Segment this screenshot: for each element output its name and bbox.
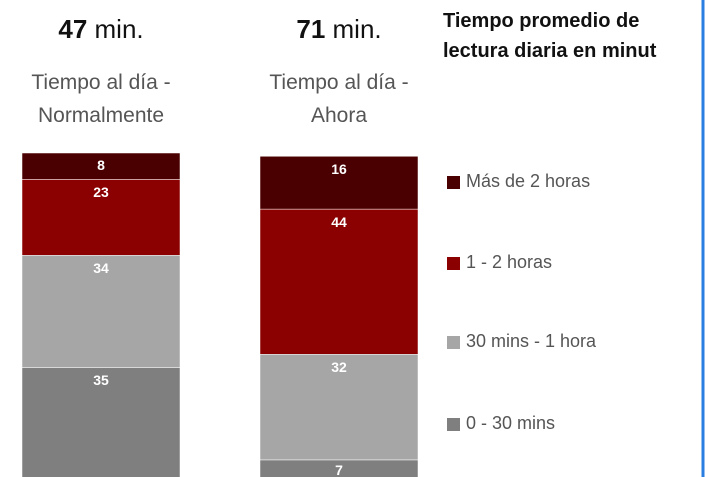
bar-segment <box>21 367 181 477</box>
total-unit: min. <box>332 14 382 44</box>
data-label: 7 <box>335 462 343 477</box>
legend-swatch <box>447 336 460 349</box>
legend-swatch <box>447 257 460 270</box>
bar-segment <box>259 354 419 461</box>
legend-label: 0 - 30 mins <box>466 413 556 433</box>
legend-swatch <box>447 418 460 431</box>
category-label: Tiempo al día - Ahora <box>269 71 409 127</box>
data-label: 34 <box>93 260 109 276</box>
category-label: Tiempo al día - Normalmente <box>31 71 171 127</box>
bar-segment <box>259 156 419 210</box>
data-label: 32 <box>331 359 347 375</box>
total-value: 71 <box>296 14 326 44</box>
total-header: 71 min. <box>249 14 429 45</box>
legend-label: Más de 2 horas <box>466 171 591 191</box>
legend-label: 1 - 2 horas <box>466 252 553 272</box>
bar-segment <box>21 255 181 368</box>
legend-label: 30 mins - 1 hora <box>466 331 597 351</box>
total-unit: min. <box>94 14 144 44</box>
bar-segment <box>259 208 419 355</box>
legend-swatch <box>447 176 460 189</box>
chart-title: Tiempo promedio de lectura diaria en min… <box>443 10 657 62</box>
data-label: 44 <box>331 214 347 230</box>
total-header: 47 min. <box>11 14 191 45</box>
bar-segment <box>21 179 181 256</box>
data-label: 16 <box>331 161 347 177</box>
bar-segment <box>21 152 181 180</box>
data-label: 35 <box>93 372 109 388</box>
total-value: 47 <box>58 14 88 44</box>
data-label: 23 <box>93 184 109 200</box>
data-label: 8 <box>97 157 105 173</box>
